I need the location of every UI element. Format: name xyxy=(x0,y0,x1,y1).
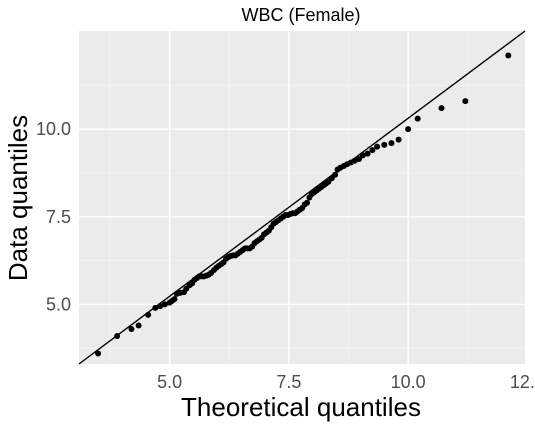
data-point xyxy=(157,303,164,310)
data-point xyxy=(405,126,412,133)
y-axis-tick-labels: 5.0 7.5 10.0 xyxy=(36,119,71,314)
x-axis-tick-labels: 5.0 7.5 10.0 12.5 xyxy=(157,372,535,392)
data-point xyxy=(395,136,402,143)
data-point xyxy=(374,143,381,150)
data-point xyxy=(359,152,366,159)
data-point xyxy=(161,301,168,308)
x-axis-title: Theoretical quantiles xyxy=(181,392,421,422)
data-point xyxy=(332,171,339,178)
data-point xyxy=(135,322,142,329)
data-point xyxy=(414,115,421,122)
grid-layer xyxy=(79,31,529,364)
data-point xyxy=(114,332,121,339)
chart-title: WBC (Female) xyxy=(241,5,360,25)
data-point xyxy=(356,155,363,162)
y-tick-label: 5.0 xyxy=(46,294,71,314)
data-point xyxy=(145,311,152,318)
data-point xyxy=(381,141,388,148)
data-point xyxy=(364,150,371,157)
x-tick-label: 12.5 xyxy=(510,372,535,392)
data-point xyxy=(95,350,102,357)
y-axis-title: Data quantiles xyxy=(3,115,33,281)
x-tick-label: 10.0 xyxy=(391,372,426,392)
data-point xyxy=(304,199,311,206)
y-tick-label: 7.5 xyxy=(46,207,71,227)
data-point xyxy=(438,105,445,112)
x-tick-label: 5.0 xyxy=(157,372,182,392)
x-tick-label: 7.5 xyxy=(276,372,301,392)
y-tick-label: 10.0 xyxy=(36,119,71,139)
data-point xyxy=(128,325,135,332)
data-point xyxy=(171,296,178,303)
data-point xyxy=(152,304,159,311)
data-point xyxy=(369,147,376,154)
data-points-layer xyxy=(95,52,512,357)
data-point xyxy=(505,52,512,59)
data-point xyxy=(462,98,469,105)
data-point xyxy=(388,140,395,147)
